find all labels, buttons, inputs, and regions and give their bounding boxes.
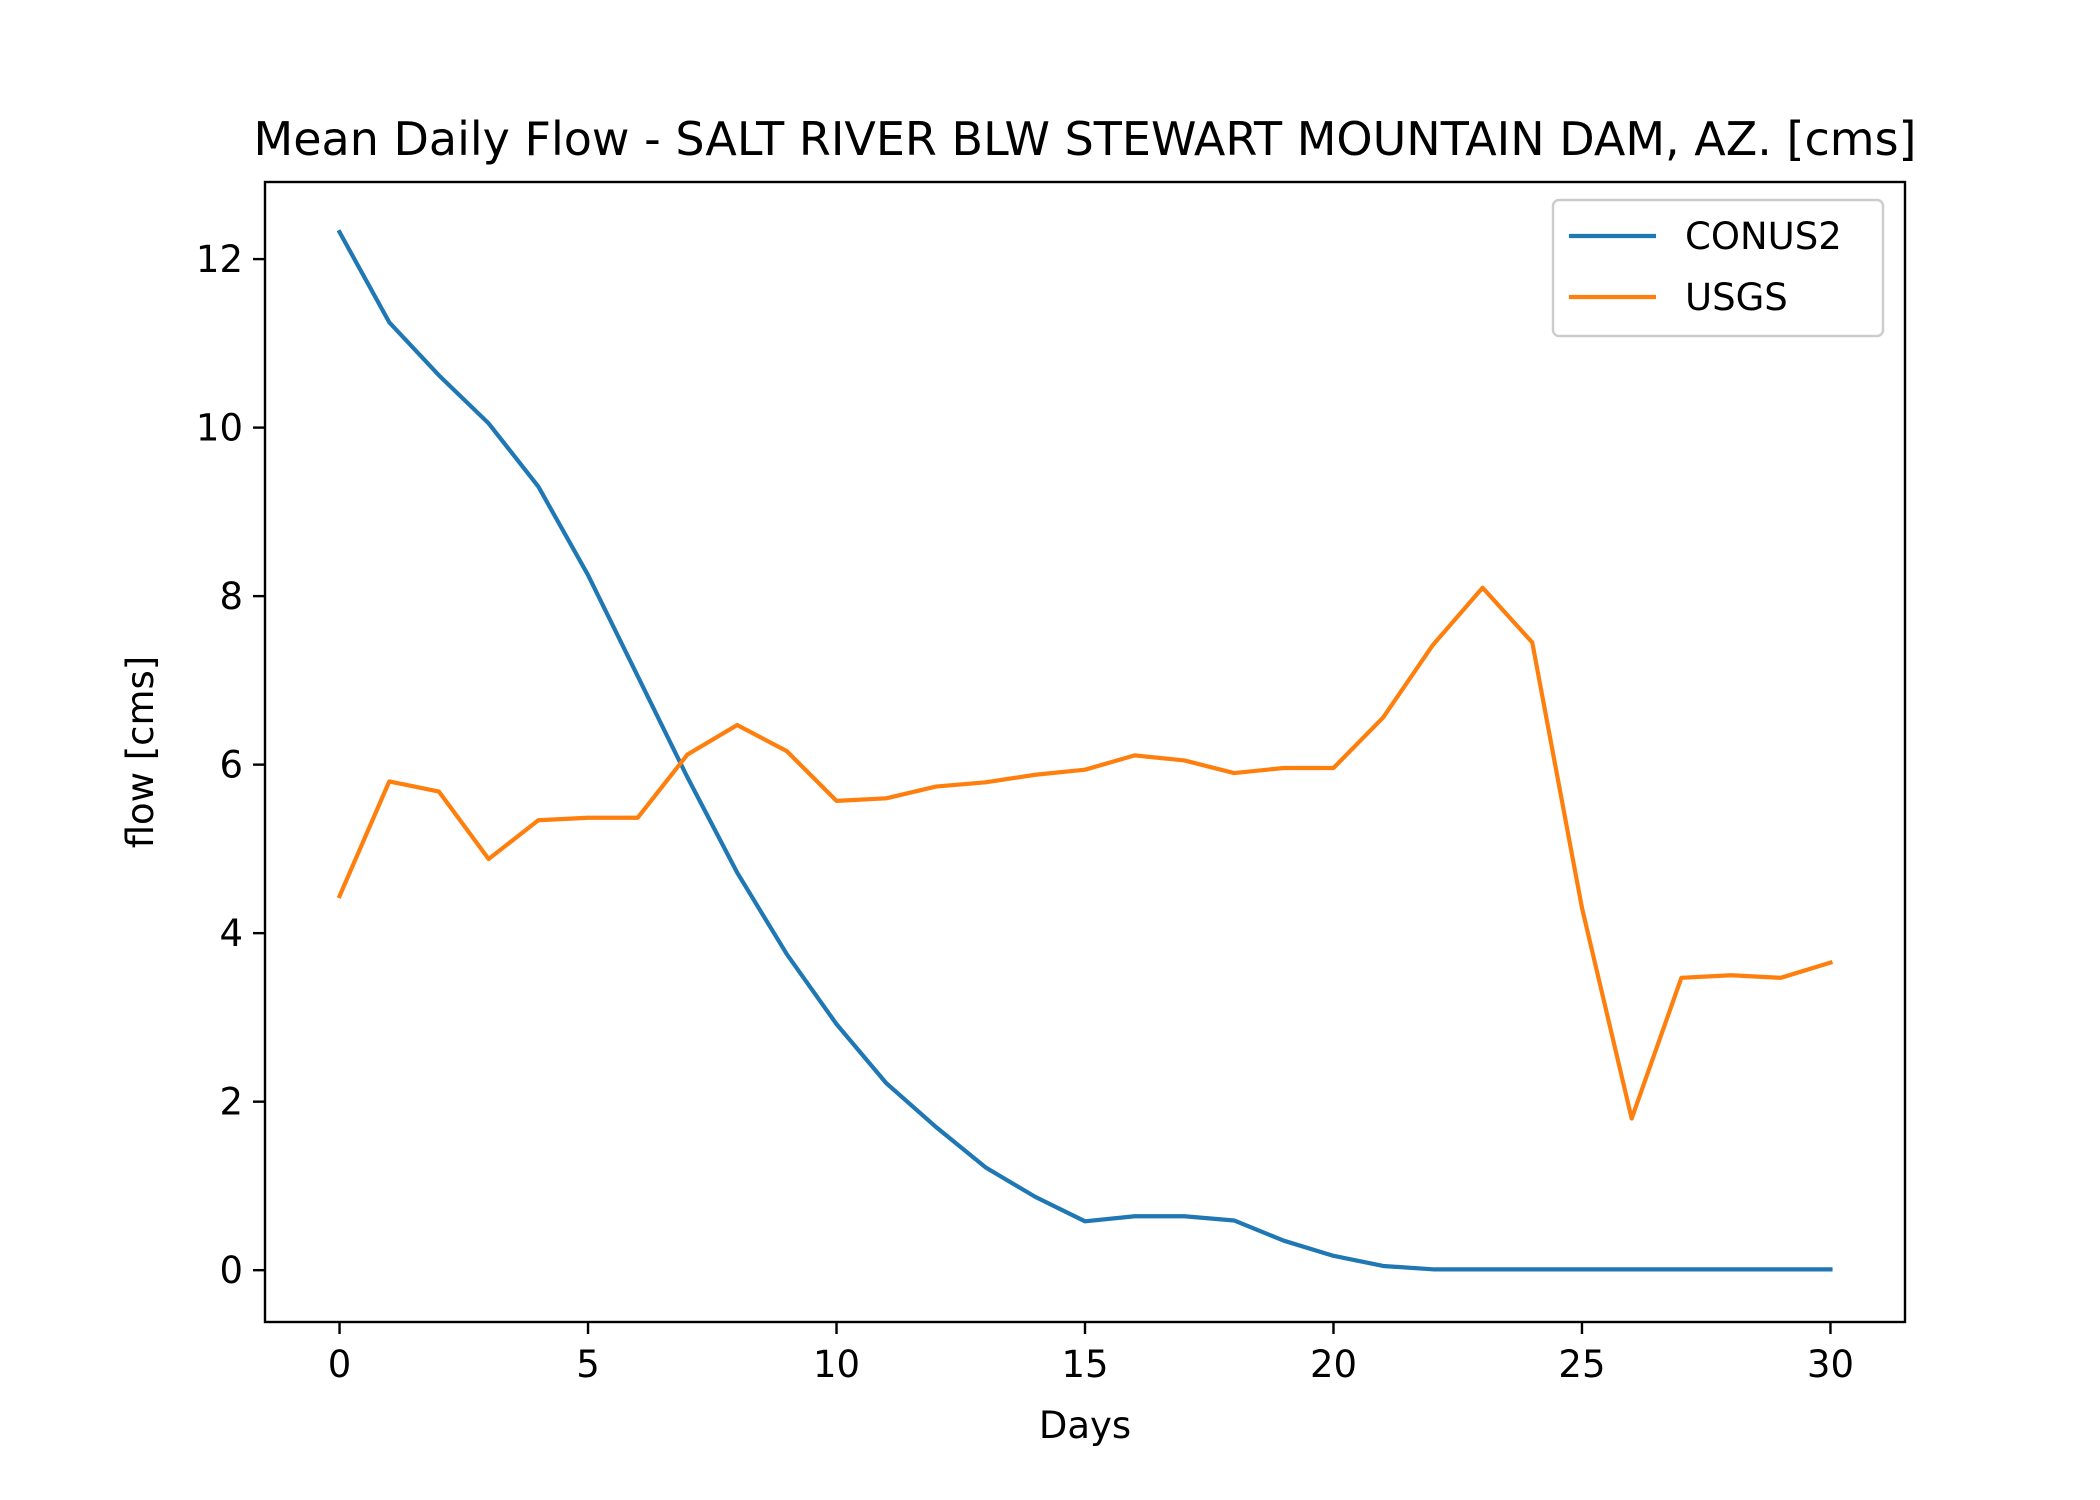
- y-axis-label: flow [cms]: [119, 656, 162, 849]
- x-tick-label: 5: [576, 1343, 600, 1386]
- y-axis: 0 2 4 6 8 10 12: [196, 238, 265, 1292]
- legend-label: CONUS2: [1685, 215, 1842, 258]
- legend-label: USGS: [1685, 276, 1788, 319]
- legend: CONUS2 USGS: [1551, 198, 1885, 338]
- y-tick-label: 8: [219, 575, 243, 618]
- series-line-conus2: [336, 229, 1833, 1272]
- y-tick-label: 10: [196, 407, 243, 450]
- x-tick-label: 10: [813, 1343, 860, 1386]
- x-axis: 0 5 10 15 20 25 30: [328, 1322, 1854, 1386]
- x-tick-label: 25: [1558, 1343, 1605, 1386]
- x-axis-label: Days: [1039, 1404, 1131, 1447]
- y-tick-label: 2: [219, 1081, 243, 1124]
- series-layer: [336, 229, 1834, 1272]
- x-tick-label: 30: [1807, 1343, 1854, 1386]
- y-tick-label: 6: [219, 744, 243, 787]
- y-tick-label: 12: [196, 238, 243, 281]
- y-tick-label: 4: [219, 912, 243, 955]
- x-tick-label: 15: [1061, 1343, 1108, 1386]
- series-line-usgs: [336, 585, 1834, 1121]
- chart-title: Mean Daily Flow - SALT RIVER BLW STEWART…: [254, 112, 1917, 166]
- x-tick-label: 0: [328, 1343, 352, 1386]
- y-tick-label: 0: [219, 1249, 243, 1292]
- x-tick-label: 20: [1310, 1343, 1357, 1386]
